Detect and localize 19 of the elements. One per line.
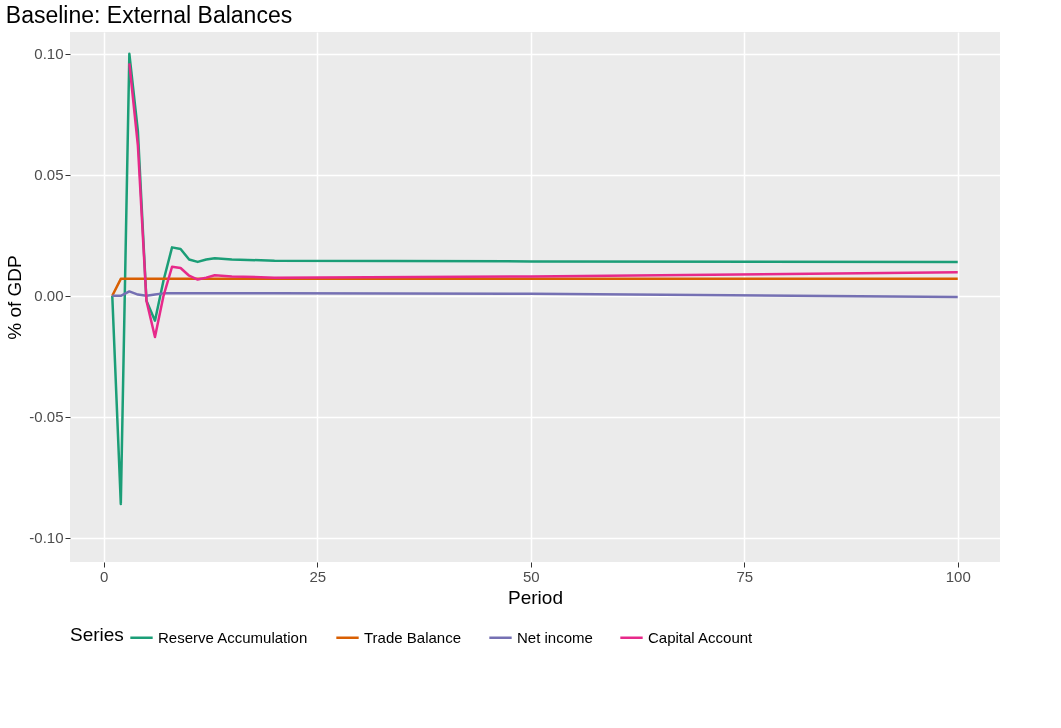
y-tick-label: 0.10 (34, 45, 64, 63)
legend-label: Capital Account (648, 628, 754, 646)
x-tick-label: 0 (100, 567, 109, 585)
legend-label: Trade Balance (364, 628, 462, 646)
y-tick-label: -0.05 (29, 408, 64, 426)
y-tick-label: -0.10 (29, 529, 64, 547)
x-tick-label: 25 (309, 567, 327, 585)
x-tick-label: 75 (736, 567, 754, 585)
legend-label: Net income (517, 628, 593, 646)
x-tick-label: 100 (945, 567, 971, 585)
y-tick-label: 0.00 (34, 287, 64, 305)
line-series (128, 62, 959, 339)
legend-title: Series (70, 624, 124, 645)
y-axis-title: % of GDP (4, 255, 26, 340)
x-tick-label: 50 (522, 567, 540, 585)
legend-label: Reserve Accumulation (158, 628, 308, 646)
y-tick-label: 0.05 (34, 166, 64, 184)
x-axis-title: Period (508, 586, 563, 608)
chart-title: Baseline: External Balances (5, 2, 293, 28)
